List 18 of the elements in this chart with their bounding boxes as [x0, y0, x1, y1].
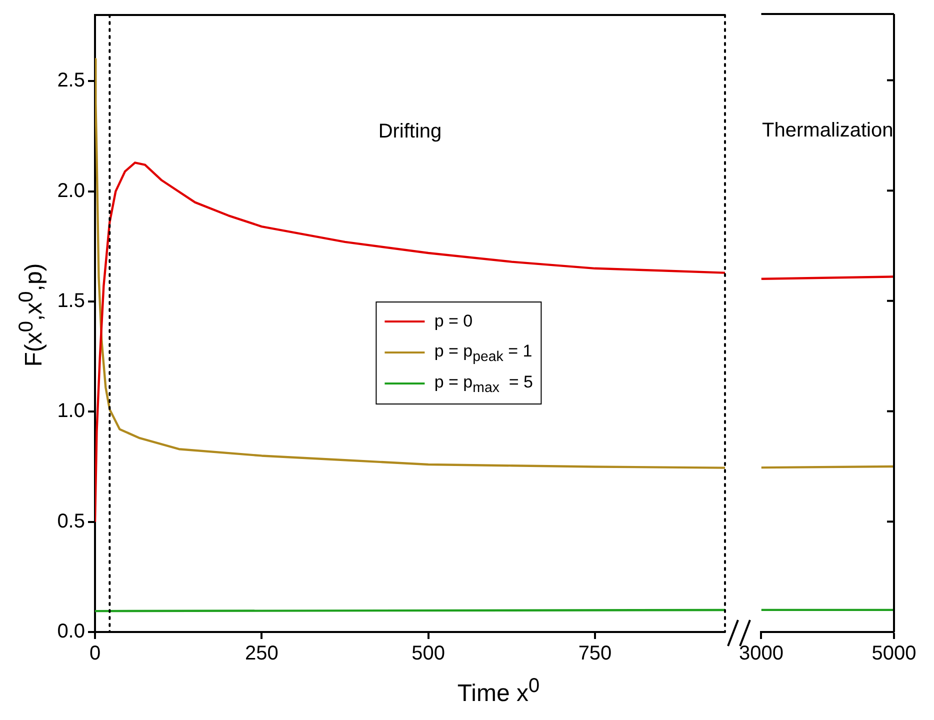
annotation: Drifting: [378, 120, 442, 143]
x-tick-label: 0: [89, 642, 101, 665]
legend-label: p = p$_{max}$ = 5: [434, 372, 533, 396]
y-tick-label: 2.0: [57, 180, 85, 202]
y-tick-label: 1.5: [57, 290, 85, 312]
y-tick-label: 0.0: [57, 620, 85, 643]
annotation: Thermalization: [762, 120, 894, 142]
y-tick-label: 0.5: [57, 510, 85, 532]
x-tick-label: 500: [412, 642, 446, 665]
legend-label: p = 0: [434, 312, 473, 332]
y-tick-label: 2.5: [57, 70, 85, 92]
y-tick-label: 1.0: [57, 400, 85, 422]
x-tick-label: 5000: [872, 642, 916, 665]
x-axis-title: Time x$^{0}$: [456, 675, 541, 708]
x-tick-label: 750: [578, 642, 612, 665]
x-tick-label: 250: [244, 642, 278, 665]
legend-label: p = p$_{peak}$ = 1: [434, 341, 532, 364]
x-tick-label: 3000: [738, 642, 784, 665]
